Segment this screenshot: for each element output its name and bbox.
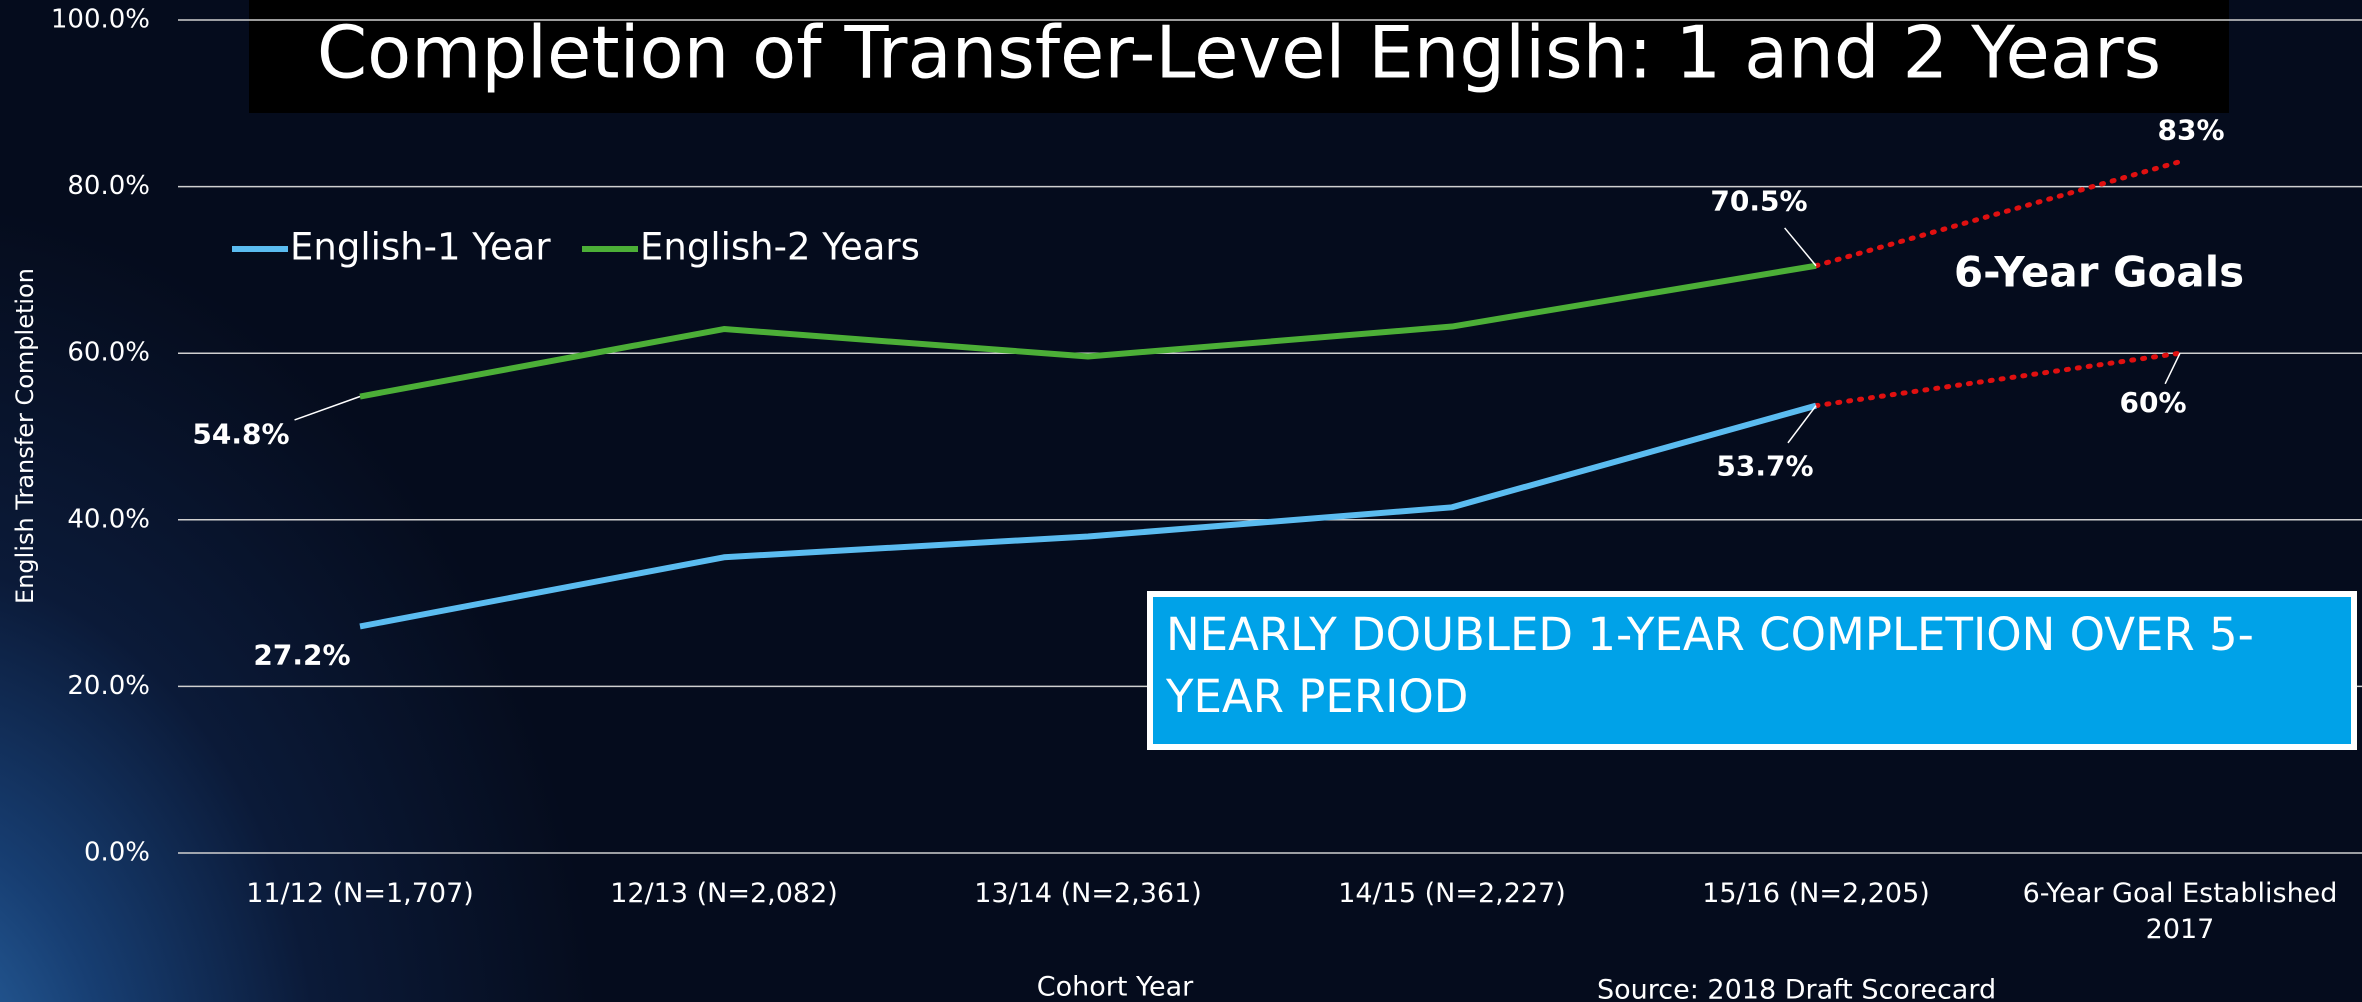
x-tick-label: 12/13 (N=2,082) (610, 878, 838, 909)
data-label: 60% (2119, 386, 2186, 419)
source: Source: 2018 Draft Scorecard (1597, 975, 1996, 1002)
leader-line (1787, 405, 1817, 444)
leader-line (2164, 352, 2181, 385)
goal-line (1813, 159, 2183, 269)
y-tick-label: 100.0% (51, 5, 150, 35)
callout-text: NEARLY DOUBLED 1-YEAR COMPLETION OVER 5-… (1166, 608, 2254, 723)
x-tick-label: 15/16 (N=2,205) (1702, 878, 1930, 909)
data-label: 54.8% (192, 418, 289, 451)
y-tick-label: 20.0% (67, 671, 150, 701)
data-label: 70.5% (1710, 185, 1807, 218)
series-line (359, 402, 1817, 630)
callout: NEARLY DOUBLED 1-YEAR COMPLETION OVER 5-… (1166, 608, 2254, 723)
y-axis-label: English Transfer Completion (11, 268, 39, 604)
y-tick-label: 80.0% (67, 171, 150, 201)
goals-annotation: 6-Year Goals (1954, 248, 2244, 297)
data-label: 53.7% (1716, 450, 1813, 483)
x-tick-label: 14/15 (N=2,227) (1338, 878, 1566, 909)
leader-line (1784, 227, 1817, 267)
goal-line (1813, 350, 2183, 409)
chart-title: Completion of Transfer-Level English: 1 … (317, 11, 2161, 95)
legend-label: English-1 Year (290, 226, 551, 269)
callout-box (1147, 591, 2357, 750)
y-tick-label: 0.0% (84, 838, 150, 868)
legend-label: English-2 Years (640, 226, 920, 269)
title-box (249, 0, 2229, 113)
x-axis-label: Cohort Year (1037, 972, 1194, 1002)
data-label: 83% (2157, 114, 2224, 147)
x-tick-label: 11/12 (N=1,707) (246, 878, 474, 909)
y-tick-label: 40.0% (67, 504, 150, 534)
x-tick-label: 13/14 (N=2,361) (974, 878, 1202, 909)
leader-line (294, 395, 361, 421)
data-label: 27.2% (253, 638, 350, 671)
y-tick-label: 60.0% (67, 338, 150, 368)
series-line (359, 262, 1817, 400)
x-tick-label: 6-Year Goal Established 2017 (2022, 878, 2338, 945)
